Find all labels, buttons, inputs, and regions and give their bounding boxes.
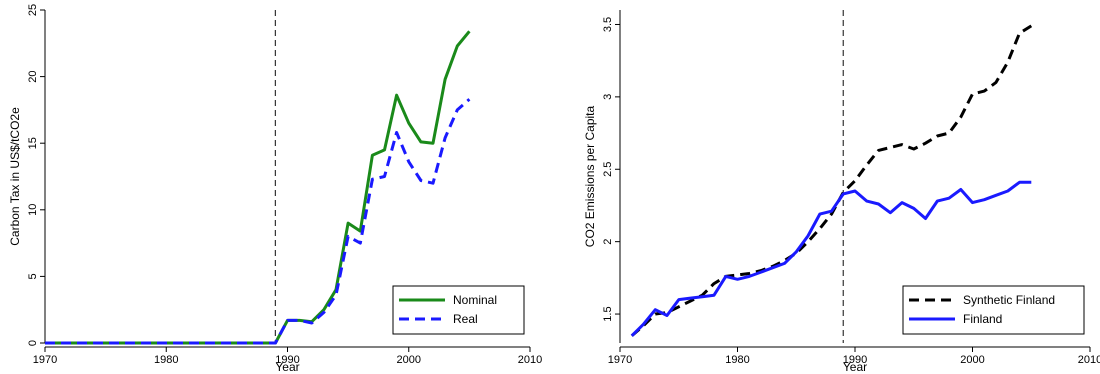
x-tick-label: 1980 bbox=[725, 354, 749, 366]
y-axis-title: Carbon Tax in US$/tCO2e bbox=[8, 107, 22, 246]
y-tick-label: 1.5 bbox=[602, 306, 614, 321]
y-tick-label: 10 bbox=[27, 204, 39, 216]
x-tick-label: 1970 bbox=[608, 354, 632, 366]
x-tick-label: 2010 bbox=[1078, 354, 1100, 366]
legend-box bbox=[392, 285, 525, 335]
legend-label-real: Real bbox=[453, 312, 478, 326]
legend: Nominal Real bbox=[392, 285, 525, 335]
co2-emissions-panel: 1970 1980 1990 2000 2010 1.5 2 2.5 3 3.5 Year CO2 E… bbox=[583, 10, 1100, 374]
y-tick-label: 0 bbox=[27, 340, 39, 346]
legend-label-finland: Finland bbox=[963, 312, 1002, 326]
series-line-real bbox=[45, 98, 471, 345]
x-axis-title: Year bbox=[843, 360, 867, 374]
x-tick-label: 2000 bbox=[960, 354, 984, 366]
x-axis-title: Year bbox=[275, 360, 299, 374]
legend: Synthetic Finland Finland bbox=[902, 285, 1085, 335]
legend-box bbox=[902, 285, 1085, 335]
x-tick-label: 1980 bbox=[154, 354, 178, 366]
y-tick-label: 20 bbox=[27, 70, 39, 82]
series-line-finland bbox=[630, 180, 1032, 337]
x-tick-label: 2010 bbox=[518, 354, 542, 366]
series-line-synthetic-finland bbox=[630, 24, 1033, 337]
legend-label-synthetic-finland: Synthetic Finland bbox=[963, 293, 1055, 307]
y-tick-label: 3.5 bbox=[602, 17, 614, 32]
y-tick-label: 3 bbox=[602, 94, 614, 100]
y-axis-title: CO2 Emissions per Capita bbox=[583, 105, 597, 247]
y-tick-label: 25 bbox=[27, 4, 39, 16]
x-tick-label: 2000 bbox=[397, 354, 421, 366]
y-tick-label: 2 bbox=[602, 239, 614, 245]
x-tick-label: 1990 bbox=[843, 354, 867, 366]
x-tick-label: 1990 bbox=[275, 354, 299, 366]
carbon-tax-panel: 1970 1980 1990 2000 2010 0 5 10 15 20 25 Year Carbon… bbox=[8, 4, 542, 374]
y-tick-label: 5 bbox=[27, 273, 39, 279]
y-tick-label: 15 bbox=[27, 137, 39, 149]
legend-label-nominal: Nominal bbox=[453, 293, 497, 307]
x-tick-label: 1970 bbox=[33, 354, 57, 366]
y-tick-label: 2.5 bbox=[602, 162, 614, 177]
